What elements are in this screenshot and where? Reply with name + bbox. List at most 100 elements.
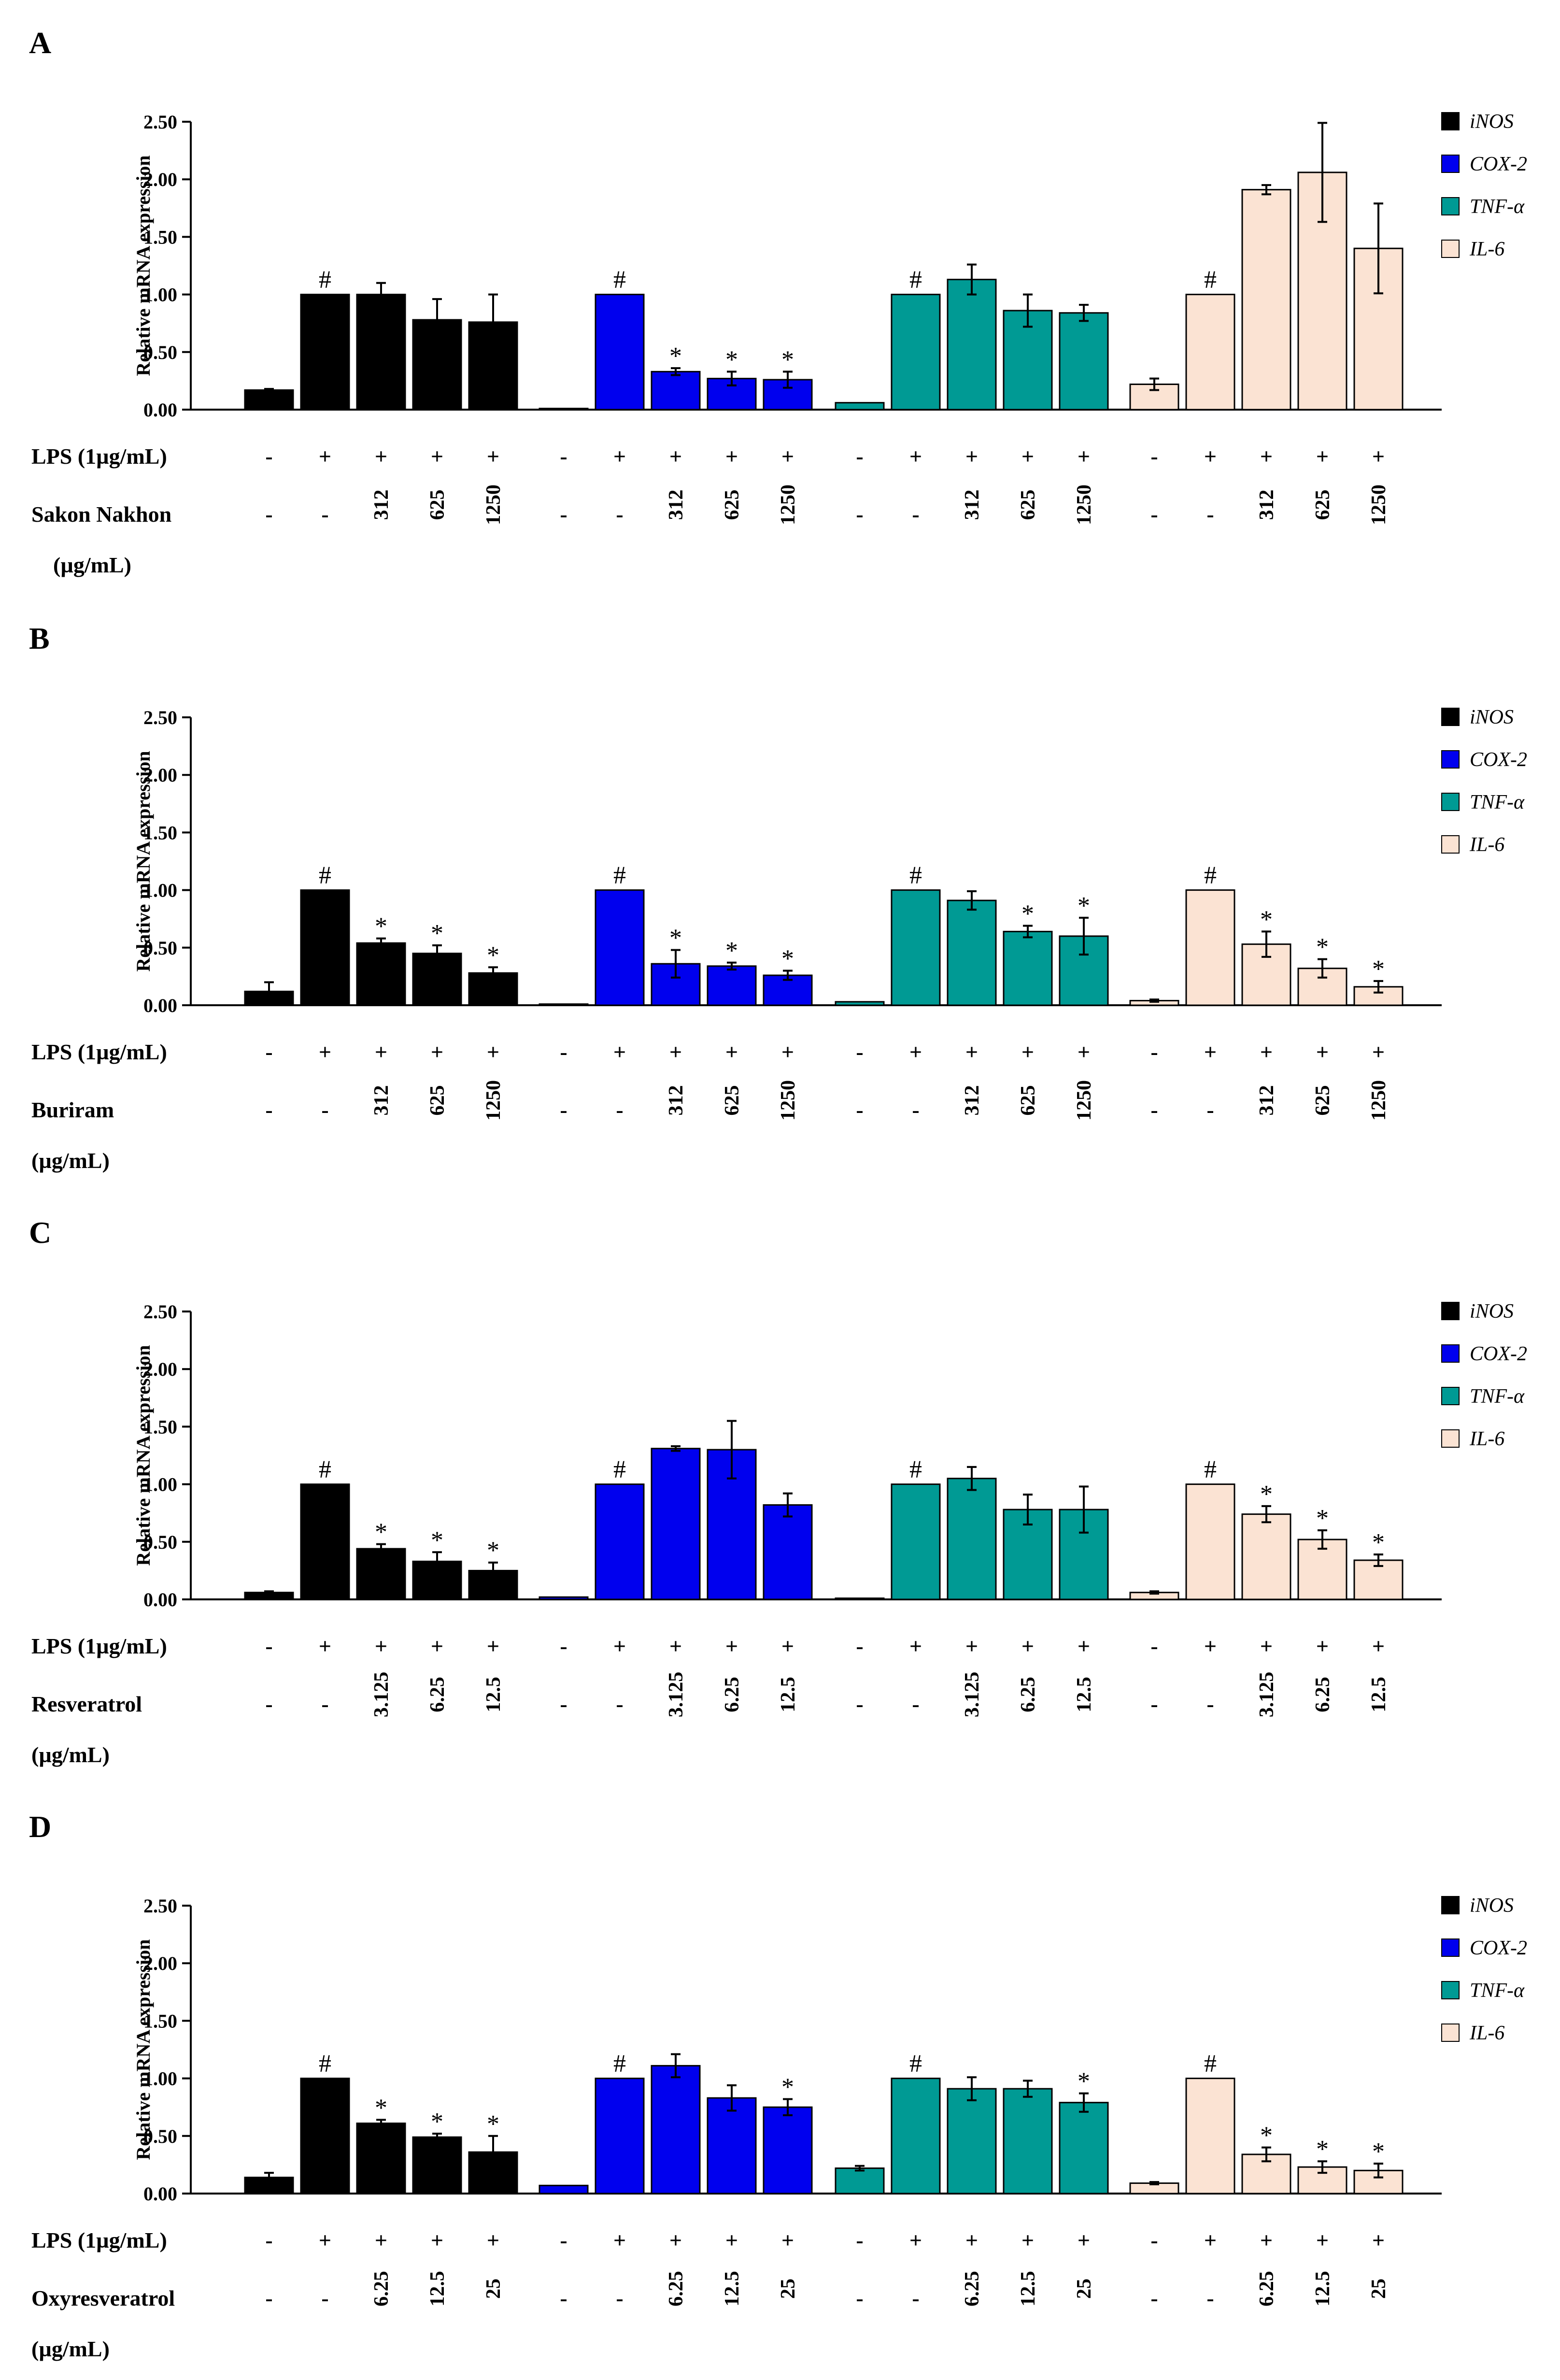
y-tick-label: 0.50 bbox=[143, 2125, 177, 2147]
legend-label-0: iNOS bbox=[1470, 1300, 1514, 1323]
lps-symbol: + bbox=[1260, 444, 1273, 469]
lps-symbol: + bbox=[781, 444, 794, 469]
significance-star: * bbox=[725, 346, 738, 373]
y-tick-label: 0.50 bbox=[143, 937, 177, 959]
treatment-concentration: 1250 bbox=[482, 1080, 505, 1121]
legend-label-3: IL-6 bbox=[1469, 238, 1504, 260]
bar-COX-2-2 bbox=[651, 2065, 701, 2195]
significance-star: * bbox=[375, 2094, 387, 2122]
lps-symbol: + bbox=[781, 1040, 794, 1064]
treatment-concentration: 12.5 bbox=[1073, 1677, 1095, 1712]
treatment-symbol: - bbox=[616, 2286, 623, 2310]
lps-symbol: + bbox=[1204, 1040, 1217, 1064]
treatment-concentration: 312 bbox=[665, 1085, 687, 1116]
treatment-concentration: 6.25 bbox=[1017, 1677, 1039, 1712]
y-tick-label: 0.50 bbox=[143, 1531, 177, 1553]
lps-symbol: + bbox=[1372, 2228, 1385, 2252]
lps-symbol: + bbox=[431, 1634, 443, 1658]
legend-label-2: TNF-α bbox=[1470, 196, 1525, 218]
lps-symbol: + bbox=[725, 1634, 738, 1658]
lps-row-label: LPS (1µg/mL) bbox=[31, 1040, 167, 1064]
treatment-symbol: - bbox=[265, 1097, 272, 1122]
lps-symbol: + bbox=[669, 1040, 682, 1064]
lps-symbol: + bbox=[965, 2228, 978, 2252]
treatment-symbol: - bbox=[321, 1097, 328, 1122]
lps-symbol: + bbox=[1078, 2228, 1090, 2252]
treatment-symbol: - bbox=[560, 502, 567, 527]
legend-swatch-1 bbox=[1441, 155, 1460, 173]
y-tick-label: 2.00 bbox=[143, 764, 177, 786]
y-tick-label: 2.00 bbox=[143, 1952, 177, 1974]
lps-symbol: + bbox=[1260, 1634, 1273, 1658]
bar-TNF-α-2 bbox=[947, 899, 997, 1006]
bar-IL-6-2 bbox=[1241, 1513, 1291, 1600]
significance-star: * bbox=[1372, 1529, 1385, 1556]
hash-mark: # bbox=[909, 266, 922, 294]
bar-COX-2-3 bbox=[707, 965, 757, 1006]
treatment-symbol: - bbox=[912, 1097, 919, 1122]
unit-row-label: (µg/mL) bbox=[31, 2337, 110, 2361]
treatment-concentration: 25 bbox=[1073, 2279, 1095, 2299]
lps-symbol: + bbox=[1372, 444, 1385, 469]
treatment-symbol: - bbox=[265, 502, 272, 527]
bar-COX-2-2 bbox=[651, 1448, 701, 1600]
legend-label-3: IL-6 bbox=[1469, 1428, 1504, 1450]
bar-IL-6-1 bbox=[1185, 294, 1235, 411]
lps-symbol: + bbox=[319, 1040, 331, 1064]
treatment-symbol: - bbox=[265, 2286, 272, 2310]
bar-TNF-α-2 bbox=[947, 2088, 997, 2195]
lps-symbol: + bbox=[669, 2228, 682, 2252]
treatment-symbol: - bbox=[265, 1692, 272, 1716]
y-tick-label: 1.50 bbox=[143, 1416, 177, 1438]
legend-swatch-1 bbox=[1441, 1938, 1460, 1957]
lps-symbol: + bbox=[613, 2228, 626, 2252]
significance-star: * bbox=[781, 346, 794, 373]
bar-IL-6-1 bbox=[1185, 1483, 1235, 1600]
panel-letter: C bbox=[29, 1215, 51, 1250]
bar-iNOS-4 bbox=[468, 972, 518, 1006]
bar-COX-2-0 bbox=[539, 1003, 589, 1006]
lps-symbol: - bbox=[1150, 2228, 1158, 2252]
treatment-concentration: 1250 bbox=[777, 485, 799, 525]
treatment-concentration: 312 bbox=[665, 490, 687, 520]
significance-star: * bbox=[1260, 1481, 1273, 1508]
treatment-concentration: 6.25 bbox=[1312, 1677, 1334, 1712]
lps-symbol: - bbox=[265, 444, 272, 469]
significance-star: * bbox=[431, 920, 443, 947]
hash-mark: # bbox=[319, 862, 331, 889]
bar-TNF-α-2 bbox=[947, 1478, 997, 1600]
bar-iNOS-2 bbox=[356, 294, 406, 411]
treatment-concentration: 12.5 bbox=[1312, 2271, 1334, 2307]
lps-symbol: + bbox=[375, 1040, 387, 1064]
bar-IL-6-1 bbox=[1185, 889, 1235, 1006]
panel-A: A 0.00 0.50 1.00 1.50 2.00 2.50 Relative mRNA e… bbox=[29, 26, 1527, 577]
bar-TNF-α-1 bbox=[891, 2078, 941, 2195]
lps-symbol: + bbox=[1316, 2228, 1329, 2252]
legend-label-1: COX-2 bbox=[1470, 749, 1527, 771]
panel-C: C 0.00 0.50 1.00 1.50 2.00 2.50 Relative mRNA e… bbox=[29, 1215, 1527, 1767]
treatment-symbol: - bbox=[912, 502, 919, 527]
bar-COX-2-2 bbox=[651, 963, 701, 1006]
significance-star: * bbox=[1078, 2068, 1090, 2095]
significance-star: * bbox=[1316, 934, 1329, 961]
treatment-concentration: 1250 bbox=[1073, 1080, 1095, 1121]
lps-symbol: + bbox=[1316, 1040, 1329, 1064]
legend-label-2: TNF-α bbox=[1470, 1385, 1525, 1408]
lps-symbol: - bbox=[1150, 1040, 1158, 1064]
bar-iNOS-2 bbox=[356, 2123, 406, 2195]
lps-symbol: + bbox=[319, 2228, 331, 2252]
bar-iNOS-1 bbox=[300, 2078, 350, 2195]
treatment-concentration: 1250 bbox=[1368, 485, 1390, 525]
lps-symbol: + bbox=[781, 1634, 794, 1658]
legend-label-1: COX-2 bbox=[1470, 153, 1527, 175]
treatment-concentration: 6.25 bbox=[665, 2271, 687, 2307]
significance-star: * bbox=[1078, 892, 1090, 920]
lps-symbol: + bbox=[613, 1040, 626, 1064]
treatment-concentration: 6.25 bbox=[1256, 2271, 1278, 2307]
lps-symbol: + bbox=[1316, 444, 1329, 469]
bar-TNF-α-2 bbox=[947, 279, 997, 411]
lps-symbol: + bbox=[319, 444, 331, 469]
hash-mark: # bbox=[1204, 862, 1217, 889]
treatment-concentration: 1250 bbox=[482, 485, 505, 525]
treatment-concentration: 12.5 bbox=[777, 1677, 799, 1712]
